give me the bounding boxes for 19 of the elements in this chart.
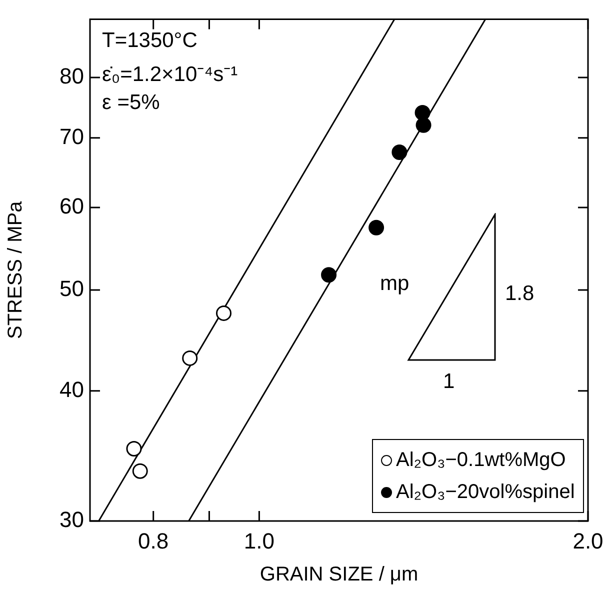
y-tick-label: 30 bbox=[60, 507, 84, 532]
annotation: ε =5% bbox=[102, 91, 160, 116]
y-axis-title: STRESS / MPa bbox=[4, 200, 27, 340]
y-tick-label: 60 bbox=[60, 194, 84, 219]
x-axis-title: GRAIN SIZE / μm bbox=[260, 564, 418, 586]
annotation: 1 bbox=[443, 370, 455, 394]
annotation: 1.8 bbox=[505, 282, 534, 306]
x-tick-label: 0.8 bbox=[138, 528, 169, 554]
legend-label: Al₂O₃−20vol%spinel bbox=[396, 480, 575, 505]
y-tick-label: 70 bbox=[60, 124, 84, 149]
y-tick-label: 50 bbox=[60, 276, 84, 302]
x-tick-label: 1.0 bbox=[244, 528, 274, 554]
legend-label: Al₂O₃−0.1wt%MgO bbox=[396, 448, 566, 473]
x-tick-label: 2.0 bbox=[572, 528, 604, 554]
annotation: T=1350°C bbox=[102, 29, 198, 54]
annotation: mp bbox=[380, 272, 410, 296]
annotation: ε̇₀=1.2×10⁻⁴s⁻¹ bbox=[102, 62, 238, 88]
y-tick-label: 80 bbox=[60, 64, 84, 89]
y-tick-label: 40 bbox=[60, 376, 84, 402]
